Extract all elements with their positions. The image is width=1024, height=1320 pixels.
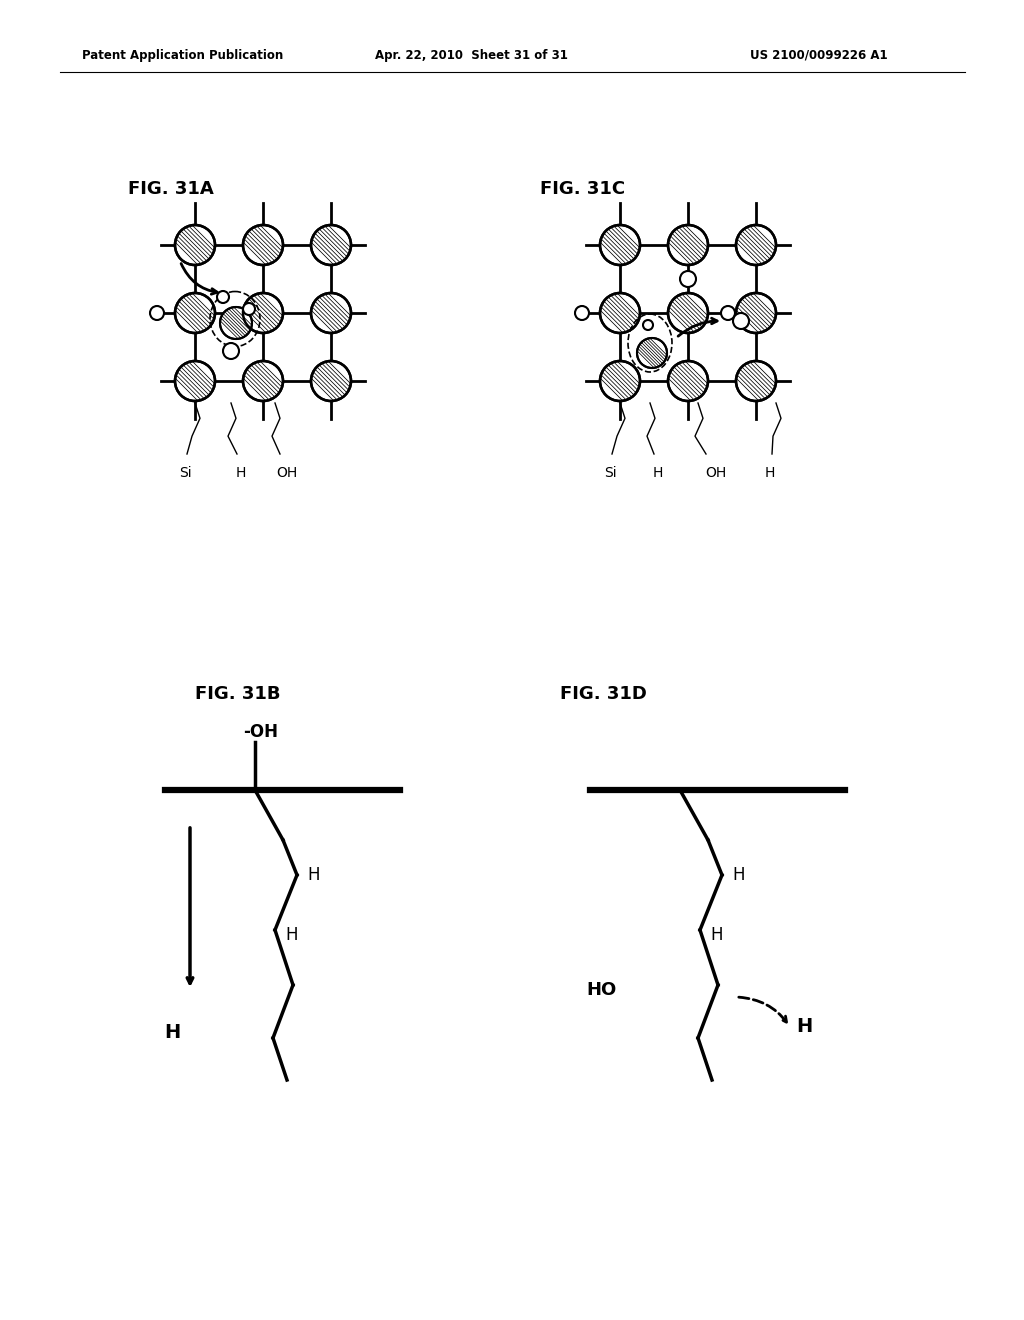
Circle shape bbox=[600, 293, 640, 333]
Text: Apr. 22, 2010  Sheet 31 of 31: Apr. 22, 2010 Sheet 31 of 31 bbox=[375, 49, 568, 62]
Text: H: H bbox=[765, 466, 775, 480]
Circle shape bbox=[243, 224, 283, 265]
Circle shape bbox=[150, 306, 164, 319]
Circle shape bbox=[311, 293, 351, 333]
Circle shape bbox=[736, 293, 776, 333]
Text: H: H bbox=[710, 927, 723, 944]
Circle shape bbox=[736, 224, 776, 265]
Text: FIG. 31C: FIG. 31C bbox=[540, 180, 625, 198]
Text: OH: OH bbox=[276, 466, 298, 480]
Circle shape bbox=[643, 319, 653, 330]
Circle shape bbox=[736, 360, 776, 401]
Text: H: H bbox=[796, 1018, 812, 1036]
Text: HO: HO bbox=[587, 981, 617, 999]
Circle shape bbox=[243, 304, 255, 315]
Text: H: H bbox=[285, 927, 298, 944]
Circle shape bbox=[175, 224, 215, 265]
Text: Si: Si bbox=[178, 466, 191, 480]
Text: H: H bbox=[236, 466, 246, 480]
Circle shape bbox=[175, 360, 215, 401]
Circle shape bbox=[175, 293, 215, 333]
Circle shape bbox=[668, 293, 708, 333]
Text: Si: Si bbox=[604, 466, 616, 480]
Circle shape bbox=[243, 360, 283, 401]
Text: -OH: -OH bbox=[243, 723, 278, 741]
Circle shape bbox=[217, 290, 229, 304]
Circle shape bbox=[668, 224, 708, 265]
Circle shape bbox=[243, 293, 283, 333]
Text: Patent Application Publication: Patent Application Publication bbox=[82, 49, 284, 62]
Text: H: H bbox=[653, 466, 664, 480]
Text: OH: OH bbox=[706, 466, 727, 480]
Text: FIG. 31D: FIG. 31D bbox=[560, 685, 647, 704]
Circle shape bbox=[668, 360, 708, 401]
Circle shape bbox=[600, 224, 640, 265]
Circle shape bbox=[311, 224, 351, 265]
Circle shape bbox=[637, 338, 667, 368]
Text: H: H bbox=[732, 866, 744, 884]
Text: H: H bbox=[307, 866, 319, 884]
Text: H: H bbox=[164, 1023, 180, 1041]
Circle shape bbox=[680, 271, 696, 286]
Circle shape bbox=[600, 360, 640, 401]
Text: FIG. 31A: FIG. 31A bbox=[128, 180, 214, 198]
Circle shape bbox=[721, 306, 735, 319]
Circle shape bbox=[223, 343, 239, 359]
Circle shape bbox=[733, 313, 749, 329]
Circle shape bbox=[220, 308, 252, 339]
Text: FIG. 31B: FIG. 31B bbox=[195, 685, 281, 704]
Circle shape bbox=[575, 306, 589, 319]
Text: US 2100/0099226 A1: US 2100/0099226 A1 bbox=[750, 49, 888, 62]
Circle shape bbox=[311, 360, 351, 401]
